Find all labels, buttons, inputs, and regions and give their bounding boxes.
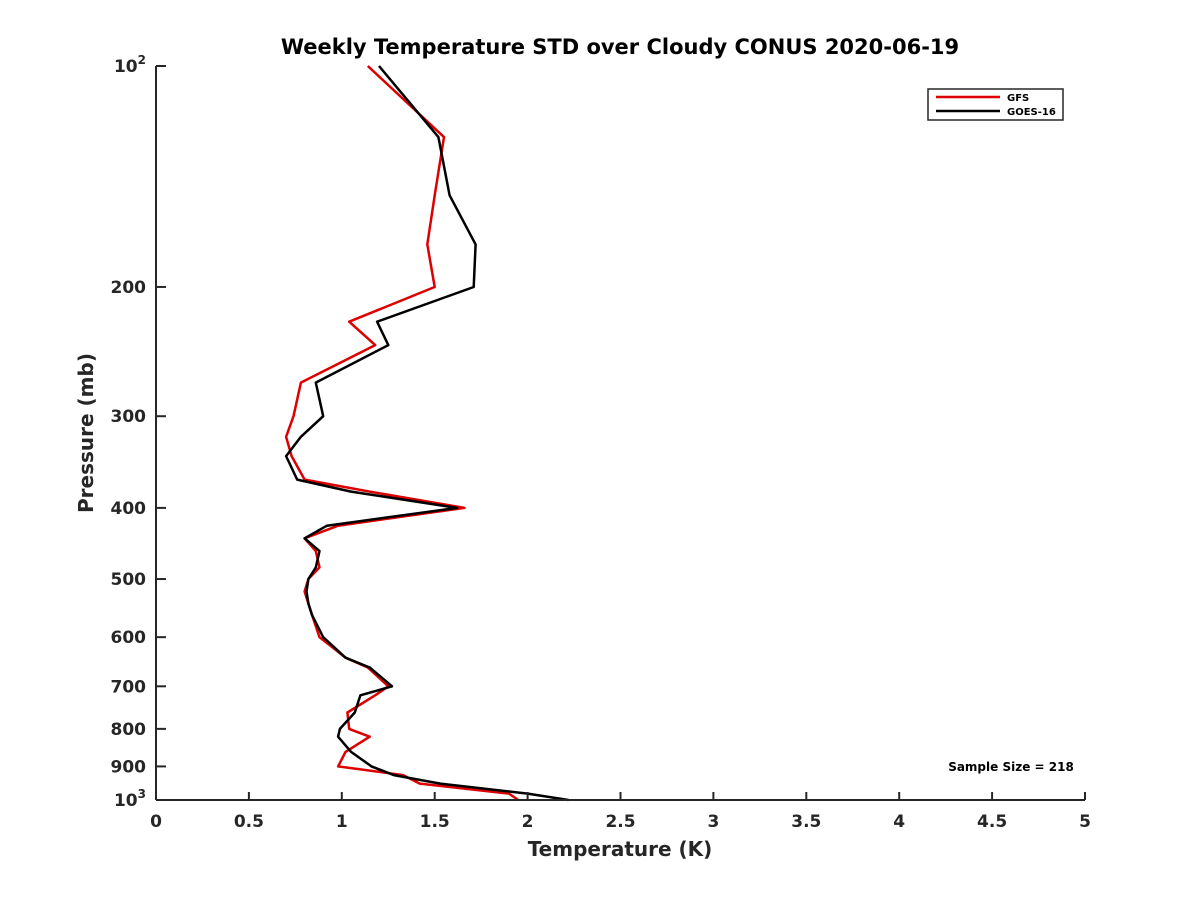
x-axis: 0 0.5 1 1.5 2 2.5 3 3.5 4 4.5 5 xyxy=(150,792,1091,832)
y-tick-label: 400 xyxy=(111,499,147,519)
x-tick-label: 3 xyxy=(707,812,719,832)
x-tick-label: 2 xyxy=(522,812,534,832)
y-axis-label: Pressure (mb) xyxy=(74,353,98,513)
y-tick-label: 700 xyxy=(111,677,147,697)
x-tick-label: 1 xyxy=(336,812,348,832)
x-tick-label: 0 xyxy=(150,812,162,832)
legend: GFS GOES-16 xyxy=(927,88,1064,121)
y-tick-label: 103 xyxy=(114,787,146,811)
y-tick-label: 600 xyxy=(111,628,147,648)
y-axis: 102 200 300 400 500 600 700 800 900 103 xyxy=(111,53,166,811)
y-tick-label: 102 xyxy=(114,53,146,77)
y-tick-label: 800 xyxy=(111,720,147,740)
x-tick-label: 1.5 xyxy=(420,812,450,832)
sample-size-annotation: Sample Size = 218 xyxy=(948,760,1074,774)
legend-label-gfs: GFS xyxy=(1007,93,1029,104)
x-tick-label: 0.5 xyxy=(234,812,264,832)
x-tick-label: 3.5 xyxy=(791,812,821,832)
legend-box xyxy=(927,88,1064,121)
series-line-goes-16 xyxy=(284,65,569,802)
x-axis-label: Temperature (K) xyxy=(528,837,713,861)
legend-label-goes-16: GOES-16 xyxy=(1007,107,1056,118)
y-tick-label: 200 xyxy=(111,278,147,298)
y-tick-label: 900 xyxy=(111,757,147,777)
series-line-gfs xyxy=(284,65,520,802)
axes xyxy=(155,66,1085,801)
chart-title: Weekly Temperature STD over Cloudy CONUS… xyxy=(281,35,959,59)
x-tick-label: 2.5 xyxy=(605,812,635,832)
x-tick-label: 4 xyxy=(893,812,905,832)
y-tick-label: 300 xyxy=(111,407,147,427)
x-tick-label: 4.5 xyxy=(977,812,1007,832)
plot-area xyxy=(284,65,569,802)
y-tick-label: 500 xyxy=(111,570,147,590)
x-tick-label: 5 xyxy=(1079,812,1091,832)
